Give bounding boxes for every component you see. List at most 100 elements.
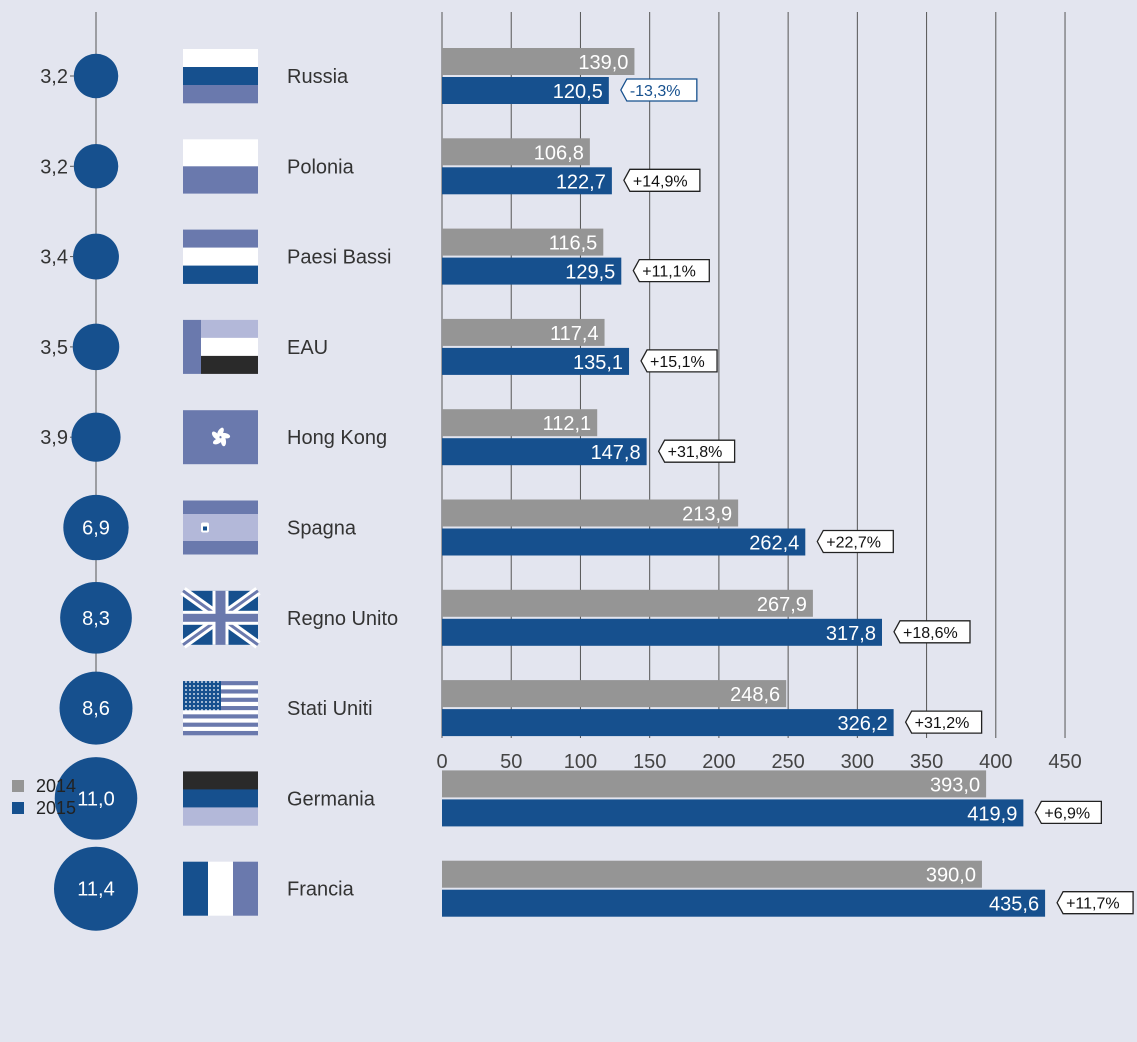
country-label: Russia — [287, 66, 349, 88]
bar-2015 — [442, 77, 609, 104]
value-label-2015: 262,4 — [749, 533, 799, 555]
x-tick-label: 300 — [841, 751, 874, 773]
flags — [180, 49, 261, 916]
share-bubble — [73, 53, 119, 99]
share-label: 8,3 — [82, 608, 110, 630]
poland-flag-icon — [183, 139, 258, 194]
country-label: Regno Unito — [287, 608, 398, 630]
x-tick-label: 400 — [979, 751, 1012, 773]
bar-2014 — [442, 860, 982, 888]
spain-flag-icon — [183, 500, 258, 555]
share-bubble — [54, 846, 138, 931]
share-label: 11,4 — [77, 879, 114, 901]
bar-2015 — [442, 709, 894, 737]
x-tick-label: 100 — [564, 751, 597, 773]
change-label: +22,7% — [826, 535, 881, 552]
change-tag — [623, 168, 701, 192]
change-label: +18,6% — [903, 625, 958, 642]
value-label-2014: 106,8 — [534, 142, 584, 164]
share-bubbles — [54, 12, 138, 931]
share-bubble — [71, 412, 121, 462]
bar-2015 — [442, 347, 630, 375]
value-label-2014: 112,1 — [543, 413, 592, 435]
bar-2015 — [442, 167, 612, 195]
share-label: 3,4 — [40, 247, 68, 269]
change-label: +11,7% — [1066, 896, 1120, 913]
value-label-2015: 135,1 — [573, 352, 623, 374]
value-label-2014: 116,5 — [549, 233, 598, 255]
share-label: 8,6 — [82, 698, 110, 720]
value-label-2015: 129,5 — [565, 262, 615, 284]
share-bubble — [63, 494, 129, 561]
x-tick-label: 350 — [910, 751, 943, 773]
netherlands-flag-icon — [183, 229, 258, 284]
change-tag — [893, 620, 971, 644]
bar-2015 — [442, 528, 806, 556]
value-label-2014: 390,0 — [926, 865, 976, 887]
change-label: +31,2% — [915, 715, 970, 732]
country-label: Francia — [287, 879, 355, 901]
change-tag — [640, 349, 718, 373]
change-label: +6,9% — [1044, 805, 1090, 822]
change-tag — [1034, 800, 1102, 825]
share-bubble — [73, 233, 119, 280]
change-label: +14,9% — [633, 173, 688, 190]
x-tick-label: 250 — [771, 751, 804, 773]
country-label: Spagna — [287, 518, 357, 540]
bar-2014 — [442, 499, 739, 527]
bar-2014 — [442, 589, 813, 617]
share-label: 11,0 — [77, 788, 114, 810]
bar-2015 — [442, 257, 622, 285]
russia-flag-icon — [183, 49, 258, 104]
value-label-2015: 122,7 — [556, 171, 606, 193]
value-label-2015: 147,8 — [591, 442, 641, 464]
value-label-2014: 117,4 — [550, 323, 599, 345]
change-label: +15,1% — [650, 354, 705, 371]
bar-2014 — [442, 138, 590, 166]
legend-label-2014: 2014 — [36, 776, 76, 796]
share-bubble — [60, 581, 132, 654]
bar-2014 — [442, 770, 987, 798]
share-bubble — [73, 144, 119, 189]
change-tag — [657, 439, 736, 463]
country-label: Hong Kong — [287, 427, 387, 449]
france-flag-icon — [183, 861, 258, 916]
share-label: 3,2 — [40, 156, 68, 178]
change-tag — [816, 529, 894, 554]
x-tick-label: 0 — [436, 751, 447, 773]
share-label: 6,9 — [82, 518, 110, 540]
x-tick-label: 200 — [702, 751, 735, 773]
value-label-2014: 213,9 — [682, 504, 732, 526]
labels: 139,0 120,5 -13,3% Russia 3,2 106,8 122,7 +14,9… — [40, 52, 1134, 916]
bar-2015 — [442, 618, 882, 646]
bar-2015 — [442, 438, 647, 466]
bar-2015 — [442, 889, 1046, 917]
change-label: +31,8% — [668, 444, 723, 461]
bars — [442, 48, 1046, 917]
change-label: -13,3% — [630, 83, 681, 100]
usa-flag-icon — [183, 681, 258, 736]
value-label-2014: 267,9 — [757, 594, 807, 616]
x-tick-label: 50 — [500, 751, 522, 773]
legend-swatch-2015 — [12, 802, 24, 814]
country-label: Stati Uniti — [287, 698, 373, 720]
value-label-2015: 419,9 — [967, 803, 1017, 825]
bar-2014 — [442, 318, 605, 346]
change-tag — [904, 710, 983, 734]
share-label: 3,2 — [40, 66, 68, 88]
x-tick-label: 150 — [633, 751, 666, 773]
share-label: 3,5 — [40, 337, 68, 359]
value-label-2015: 317,8 — [826, 623, 876, 645]
legend-swatch-2014 — [12, 780, 24, 792]
value-label-2015: 435,6 — [989, 894, 1039, 916]
change-tag — [632, 258, 710, 283]
legend-label-2015: 2015 — [36, 798, 76, 818]
uk-flag-icon — [180, 587, 261, 649]
share-bubble — [54, 757, 138, 840]
share-bubble — [72, 323, 120, 371]
x-tick-label: 450 — [1048, 751, 1081, 773]
share-label: 3,9 — [40, 427, 68, 449]
bar-2014 — [442, 680, 787, 708]
change-tag — [1056, 891, 1134, 915]
